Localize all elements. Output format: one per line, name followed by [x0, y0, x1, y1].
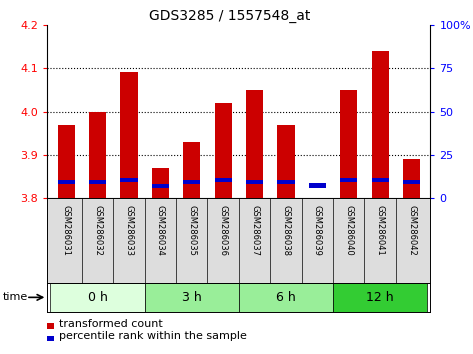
Bar — [277, 180, 295, 184]
Text: GSM286036: GSM286036 — [219, 205, 228, 256]
Text: GSM286041: GSM286041 — [376, 205, 385, 256]
Bar — [120, 73, 138, 198]
Text: percentile rank within the sample: percentile rank within the sample — [59, 331, 247, 341]
Bar — [215, 178, 232, 182]
Text: 3 h: 3 h — [182, 291, 201, 304]
Text: GSM286037: GSM286037 — [250, 205, 259, 256]
Text: GSM286034: GSM286034 — [156, 205, 165, 256]
Text: GSM286040: GSM286040 — [344, 205, 353, 256]
Bar — [246, 90, 263, 198]
Text: time: time — [2, 292, 27, 302]
Bar — [152, 168, 169, 198]
Text: 0 h: 0 h — [88, 291, 107, 304]
Bar — [145, 283, 239, 312]
Text: GSM286032: GSM286032 — [93, 205, 102, 256]
Text: GSM286038: GSM286038 — [281, 205, 290, 256]
Text: GDS3285 / 1557548_at: GDS3285 / 1557548_at — [149, 9, 310, 23]
Bar — [277, 125, 295, 198]
Bar — [89, 180, 106, 184]
Text: GSM286033: GSM286033 — [124, 205, 133, 256]
Bar — [372, 178, 389, 182]
Text: 12 h: 12 h — [367, 291, 394, 304]
Text: GSM286035: GSM286035 — [187, 205, 196, 256]
Bar — [215, 103, 232, 198]
Text: 6 h: 6 h — [276, 291, 296, 304]
Bar — [239, 283, 333, 312]
Text: GSM286039: GSM286039 — [313, 205, 322, 256]
Bar — [89, 112, 106, 198]
Bar — [183, 180, 201, 184]
Bar — [58, 125, 75, 198]
Bar — [246, 180, 263, 184]
Bar — [403, 180, 420, 184]
Bar — [152, 184, 169, 188]
Bar — [309, 183, 326, 188]
Bar — [340, 178, 358, 182]
Bar — [183, 142, 201, 198]
Bar — [58, 180, 75, 184]
Bar — [333, 283, 427, 312]
Text: GSM286042: GSM286042 — [407, 205, 416, 256]
Bar — [372, 51, 389, 198]
Bar — [403, 159, 420, 198]
Bar — [120, 178, 138, 182]
Bar — [340, 90, 358, 198]
Text: GSM286031: GSM286031 — [61, 205, 70, 256]
Text: transformed count: transformed count — [59, 319, 163, 329]
Bar — [51, 283, 145, 312]
